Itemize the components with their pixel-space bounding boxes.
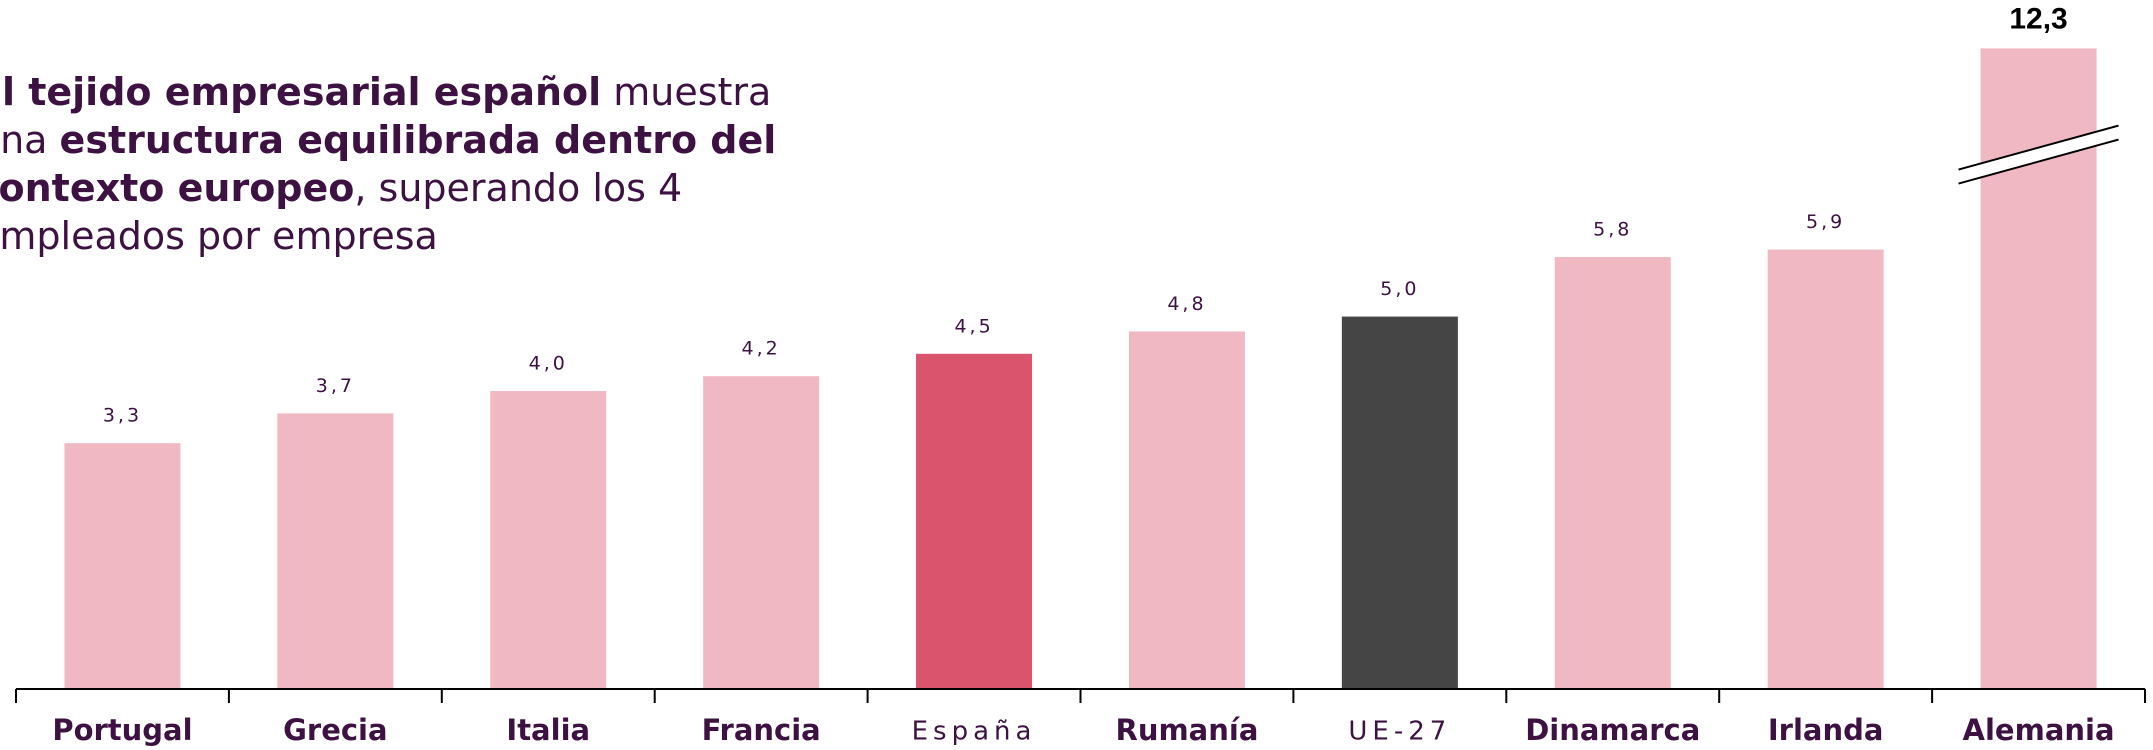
chart-title: El tejido empresarial español muestra un… [0, 68, 806, 260]
value-label: 5,8 [1593, 218, 1632, 240]
title-part: , superando los 4 empleados por empresa [0, 166, 683, 258]
value-label: 4,8 [1167, 293, 1206, 315]
value-label: 3,7 [316, 375, 355, 397]
x-tick-label: España [912, 717, 1037, 747]
value-label: 4,0 [529, 353, 568, 375]
bar [1128, 331, 1245, 689]
value-label: 5,9 [1806, 211, 1845, 233]
value-label: 4,5 [954, 315, 993, 337]
value-label: 3,3 [103, 405, 142, 427]
x-tick-label: Dinamarca [1525, 713, 1700, 747]
x-tick-label: UE-27 [1348, 717, 1451, 747]
bar [1341, 316, 1458, 689]
x-tick-label: Irlanda [1768, 713, 1884, 747]
value-label: 12,3 [2009, 2, 2067, 35]
x-tick-label: Francia [702, 713, 821, 747]
x-tick-label: Rumanía [1115, 713, 1258, 747]
x-tick-label: Portugal [52, 713, 192, 747]
title-part: El tejido empresarial español [0, 70, 602, 114]
axis-break-line [1958, 138, 2119, 185]
axis-break-line [1958, 124, 2119, 171]
bar [1554, 256, 1671, 689]
bar [703, 376, 820, 689]
title-part: muestra una [0, 70, 772, 162]
value-label: 4,2 [742, 338, 781, 360]
bar [64, 443, 181, 689]
title-part: estructura equilibrada dentro del contex… [0, 118, 777, 210]
bar [277, 413, 394, 689]
value-label: 5,0 [1380, 278, 1419, 300]
bar [1767, 249, 1884, 689]
bar [916, 353, 1033, 689]
axis-break [1958, 125, 2119, 184]
x-tick-label: Grecia [283, 713, 387, 747]
bar [490, 391, 607, 689]
x-tick-label: Alemania [1963, 713, 2115, 747]
x-tick-label: Italia [506, 713, 590, 747]
